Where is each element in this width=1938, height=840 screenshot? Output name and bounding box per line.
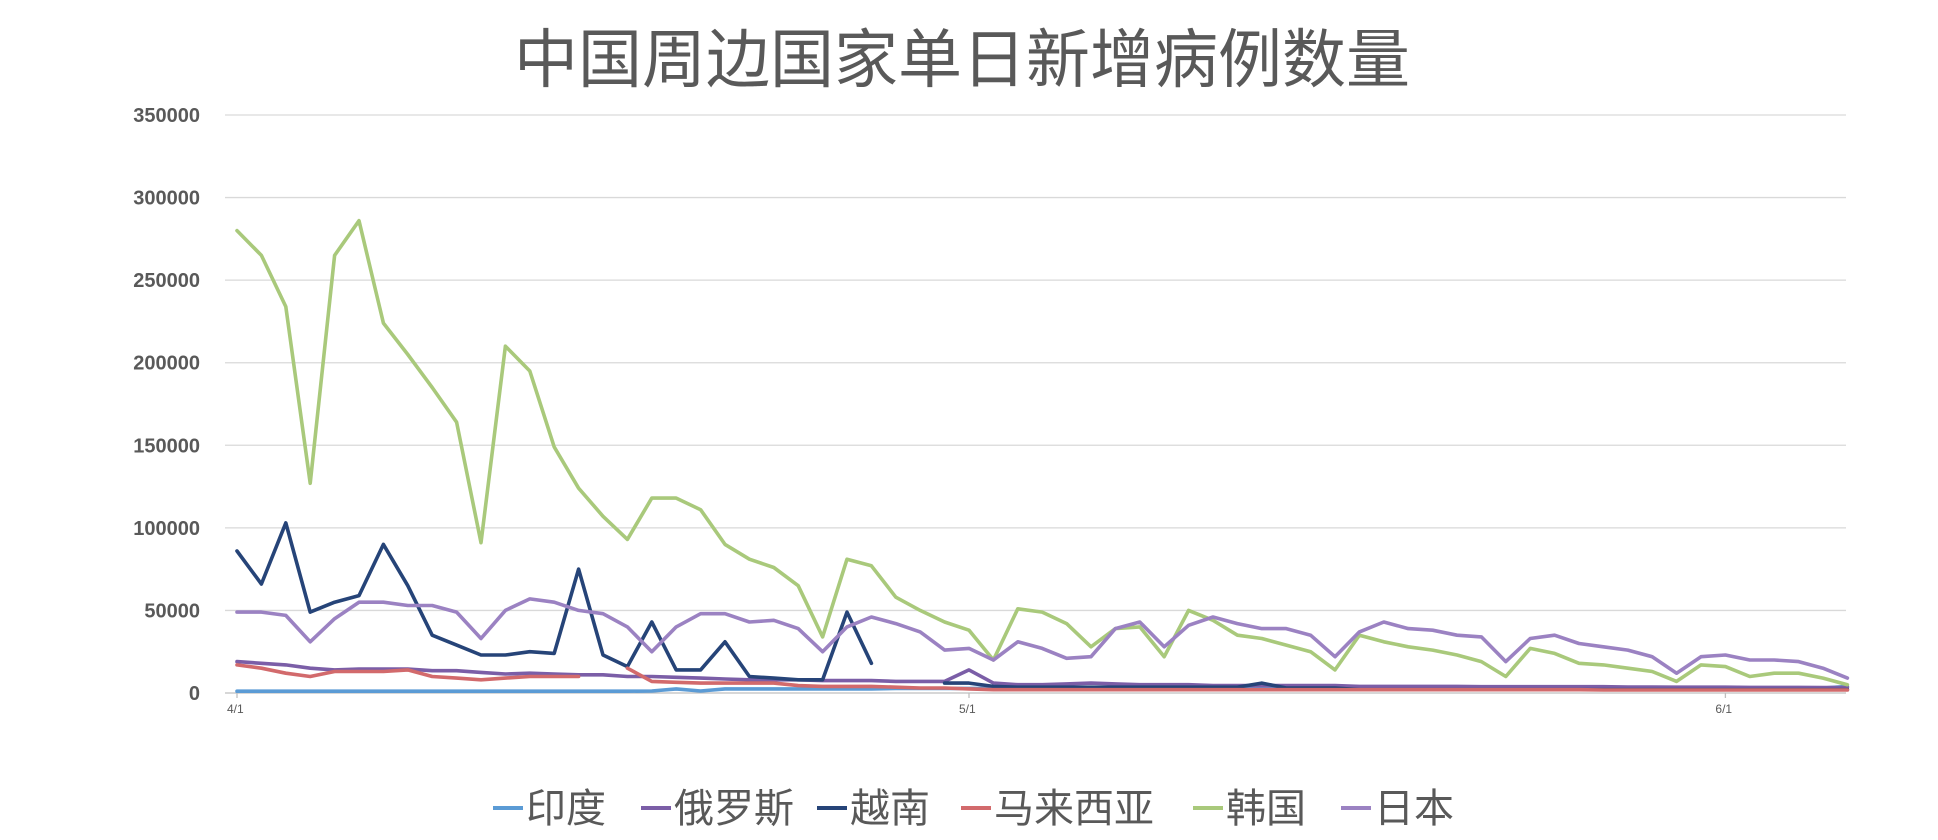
legend: 印度 俄罗斯 越南 马来西亚 韩国 日本: [493, 786, 1454, 832]
series-line-1: [235, 659, 1850, 690]
y-tick-label: 50000: [144, 600, 200, 622]
legend-label: 日本: [1374, 786, 1454, 832]
x-tick-label: 4/1: [227, 702, 244, 716]
chart-title: 中国周边国家单日新增病例数量: [514, 24, 1410, 98]
y-axis-ticks: 350000 300000 250000 200000 150000 100000 5000…: [133, 105, 200, 705]
series-line-3: [235, 663, 1850, 692]
series-line-4: [235, 218, 1850, 687]
legend-label: 韩国: [1226, 786, 1306, 832]
y-tick-label: 300000: [133, 188, 200, 210]
legend-label: 印度: [526, 786, 606, 832]
series-line-5: [235, 597, 1850, 680]
y-tick-label: 350000: [133, 105, 200, 127]
legend-label: 马来西亚: [994, 786, 1154, 832]
y-tick-label: 100000: [133, 518, 200, 540]
legend-label: 越南: [850, 786, 930, 832]
y-tick-label: 0: [189, 683, 200, 705]
x-tick-label: 6/1: [1715, 702, 1732, 716]
x-tick-label: 5/1: [959, 702, 976, 716]
y-tick-label: 200000: [133, 353, 200, 375]
series-lines: [235, 218, 1850, 693]
x-axis-ticks: 4/1 5/1 6/1: [227, 693, 1732, 716]
legend-label: 俄罗斯: [674, 786, 794, 832]
y-tick-label: 150000: [133, 435, 200, 457]
y-tick-label: 250000: [133, 270, 200, 292]
gridlines: [225, 114, 1846, 694]
